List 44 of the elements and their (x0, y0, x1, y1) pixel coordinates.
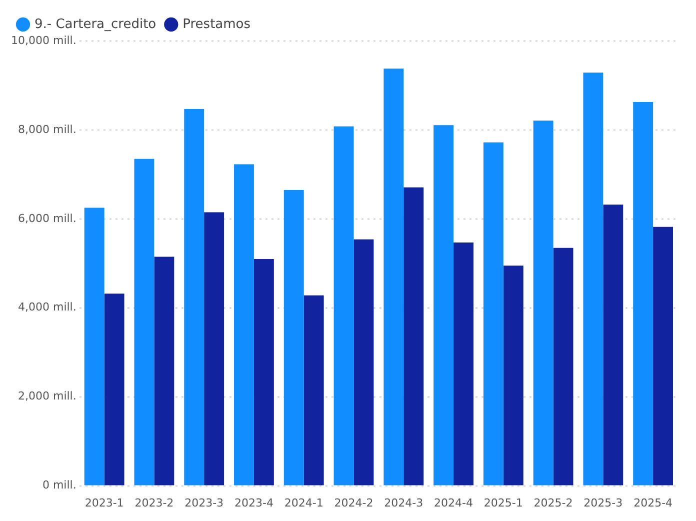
bar (483, 142, 504, 486)
bar (603, 204, 624, 486)
bar (434, 125, 454, 486)
bar (404, 187, 424, 486)
y-tick-label: 2,000 mill. (18, 390, 76, 403)
bar (184, 109, 204, 486)
x-tick-label: 2025-2 (534, 496, 573, 510)
bar (553, 248, 574, 486)
bar (304, 295, 324, 486)
bar (154, 256, 174, 486)
x-tick-label: 2023-3 (184, 496, 224, 510)
bar (384, 68, 404, 486)
bar (533, 120, 554, 486)
x-tick-label: 2025-4 (634, 496, 673, 510)
legend-label: 9.- Cartera_credito (34, 16, 156, 32)
y-tick-label: 8,000 mill. (18, 122, 76, 136)
bar (84, 208, 104, 486)
x-tick-label: 2024-2 (334, 496, 374, 510)
bar (583, 72, 604, 486)
y-tick-label: 10,000 mill. (10, 34, 76, 47)
bar (653, 226, 674, 486)
x-tick-label: 2023-2 (134, 496, 174, 510)
bar (284, 190, 304, 486)
y-tick-label: 6,000 mill. (18, 212, 76, 225)
x-tick-label: 2024-4 (434, 496, 473, 510)
bar (234, 164, 254, 486)
legend-label: Prestamos (182, 16, 251, 32)
x-tick-label: 2024-3 (384, 496, 424, 510)
y-tick-label: 4,000 mill. (18, 300, 76, 314)
bar (334, 126, 354, 486)
x-tick-label: 2025-3 (584, 496, 623, 510)
x-tick-label: 2023-4 (234, 496, 274, 510)
bar (354, 239, 374, 486)
bar (503, 266, 524, 486)
bar (104, 294, 124, 486)
x-tick-label: 2023-1 (84, 496, 124, 510)
bar (454, 242, 474, 486)
bar (134, 158, 154, 486)
bar (633, 102, 654, 486)
x-tick-label: 2025-1 (484, 496, 523, 510)
x-tick-label: 2024-1 (284, 496, 324, 510)
bar (254, 258, 274, 486)
y-tick-label: 0 mill. (42, 478, 76, 492)
bar (204, 212, 224, 486)
